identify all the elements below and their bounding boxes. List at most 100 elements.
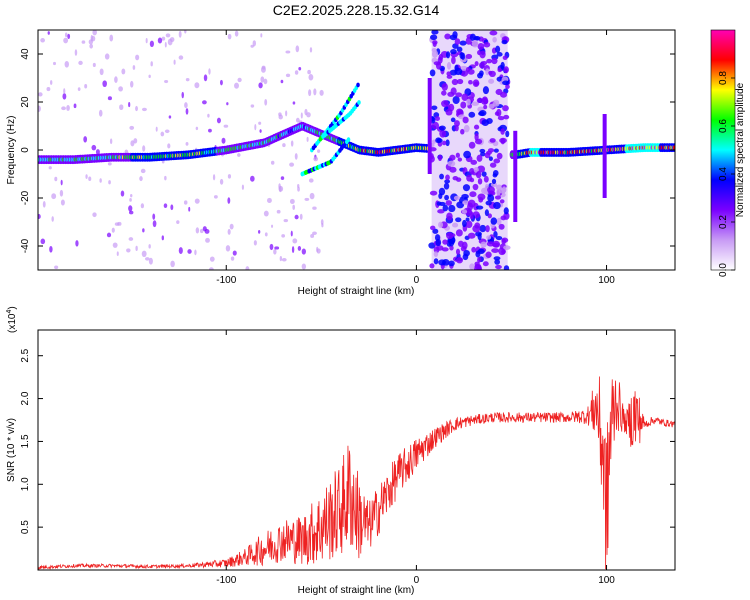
noise-speckle (486, 58, 493, 64)
noise-speckle (461, 93, 469, 102)
background-speckle (227, 197, 231, 204)
background-speckle (278, 112, 282, 117)
background-speckle (130, 80, 134, 88)
noise-speckle (463, 150, 472, 159)
spectrogram-marks (38, 30, 675, 270)
noise-speckle (483, 104, 488, 110)
noise-speckle (442, 239, 448, 245)
noise-speckle (448, 204, 456, 213)
background-speckle (260, 33, 263, 38)
background-speckle (232, 250, 237, 256)
background-speckle (121, 68, 126, 75)
noise-speckle (431, 30, 439, 35)
noise-speckle (474, 36, 481, 41)
background-speckle (73, 103, 77, 109)
noise-speckle (479, 62, 485, 69)
noise-speckle (455, 92, 463, 98)
noise-speckle (469, 177, 475, 183)
noise-speckle (475, 205, 484, 210)
noise-speckle (445, 51, 451, 59)
background-speckle (54, 176, 58, 182)
background-speckle (280, 176, 285, 181)
background-speckle (291, 246, 295, 253)
background-speckle (184, 30, 187, 34)
background-speckle (234, 82, 239, 89)
background-speckle (168, 115, 172, 119)
noise-speckle (452, 31, 458, 39)
y-tick-label: 2.0 (20, 391, 31, 405)
noise-speckle (503, 66, 509, 74)
colorbar: 0.0 0.2 0.4 0.6 0.8 Normalized spectral ampl… (710, 29, 746, 277)
noise-speckle (469, 211, 474, 220)
noise-speckle (451, 78, 459, 86)
noise-speckle (497, 115, 505, 121)
background-speckle (285, 110, 288, 117)
background-speckle (60, 179, 63, 186)
noise-speckle (454, 38, 461, 45)
noise-speckle (436, 138, 443, 143)
background-speckle (89, 43, 93, 49)
background-speckle (194, 198, 200, 204)
colorbar-tick-label: 0.0 (718, 263, 729, 277)
y-tick-label: 1.5 (20, 434, 31, 448)
noise-speckle (455, 217, 462, 223)
background-speckle (269, 243, 274, 251)
vertical-feature (513, 130, 518, 222)
noise-speckle (482, 261, 489, 267)
vertical-feature (427, 78, 432, 174)
noise-speckle (456, 78, 464, 85)
noise-speckle (492, 240, 501, 248)
background-speckle (292, 204, 295, 210)
noise-speckle (481, 171, 487, 177)
noise-speckle (495, 45, 501, 53)
background-speckle (51, 216, 54, 222)
noise-speckle (448, 260, 455, 267)
noise-speckle (446, 232, 454, 240)
harmonic-point (356, 82, 360, 88)
noise-speckle (435, 238, 442, 247)
snr-y-scale-label: (x104) (6, 306, 18, 333)
noise-speckle (471, 39, 479, 48)
snr-ticks: -100 0 100 0.5 1.0 1.5 2.0 2.5 (20, 330, 675, 586)
noise-speckle (473, 124, 480, 130)
noise-speckle (441, 82, 448, 91)
background-speckle (294, 214, 299, 220)
background-speckle (81, 40, 86, 44)
background-speckle (47, 31, 50, 35)
background-speckle (173, 59, 176, 65)
noise-speckle (501, 186, 507, 193)
noise-speckle (465, 217, 470, 222)
noise-speckle (467, 202, 474, 211)
background-speckle (126, 248, 131, 253)
background-speckle (167, 143, 171, 149)
noise-speckle (500, 128, 505, 135)
background-speckle (48, 166, 52, 170)
background-speckle (276, 209, 281, 214)
noise-speckle (459, 65, 468, 71)
background-speckle (62, 93, 67, 100)
noise-speckle (456, 46, 463, 53)
background-speckle (107, 96, 112, 101)
noise-speckle (457, 157, 463, 162)
colorbar-frame (710, 29, 736, 271)
noise-speckle (452, 95, 460, 104)
noise-speckle (487, 186, 495, 194)
noise-speckle (447, 160, 456, 167)
noise-speckle (433, 61, 441, 66)
background-speckle (169, 37, 175, 43)
background-speckle (226, 102, 229, 106)
background-speckle (40, 38, 45, 43)
background-speckle (313, 88, 317, 96)
noise-speckle (459, 51, 464, 60)
background-speckle (285, 73, 291, 78)
background-speckle (119, 104, 124, 111)
background-speckle (129, 125, 135, 130)
background-speckle (108, 180, 111, 185)
background-speckle (309, 192, 315, 200)
background-speckle (157, 37, 163, 44)
background-speckle (300, 112, 303, 119)
background-speckle (142, 228, 145, 233)
background-speckle (51, 193, 57, 200)
noise-speckle (489, 162, 497, 168)
noise-speckle (432, 139, 437, 144)
